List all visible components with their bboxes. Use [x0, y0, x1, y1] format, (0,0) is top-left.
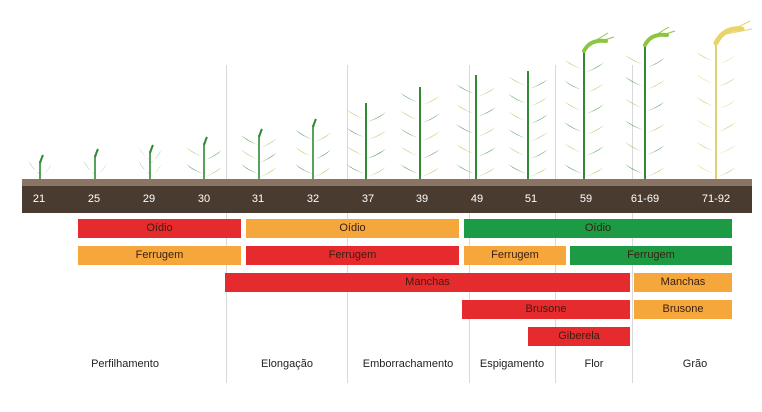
plant-icon: [564, 32, 615, 181]
stage-label: 25: [87, 193, 101, 205]
disease-bar-ferrugem: Ferrugem: [78, 246, 241, 265]
disease-bar-manchas: Manchas: [634, 273, 732, 292]
disease-bar-oidio: Oídio: [246, 219, 459, 238]
disease-bar-brusone: Brusone: [462, 300, 630, 319]
stage-label: 49: [470, 193, 484, 205]
stage-label: 32: [306, 193, 320, 205]
disease-bar-oidio: Oídio: [78, 219, 241, 238]
phase-label: Emborrachamento: [362, 358, 454, 370]
stage-label: 51: [524, 193, 538, 205]
phase-label: Elongação: [261, 358, 313, 370]
phase-label: Espigamento: [479, 358, 545, 370]
plant-icon: [346, 103, 386, 181]
disease-bar-giberela: Giberela: [528, 327, 630, 346]
disease-bar-manchas: Manchas: [225, 273, 630, 292]
phase-label: Flor: [584, 358, 604, 370]
plant-icon: [28, 154, 52, 181]
plant-icon: [625, 26, 676, 181]
disease-bar-ferrugem: Ferrugem: [570, 246, 732, 265]
disease-bar-brusone: Brusone: [634, 300, 732, 319]
stage-label: 29: [142, 193, 156, 205]
disease-bar-ferrugem: Ferrugem: [246, 246, 459, 265]
plant-icon: [696, 20, 753, 181]
plant-icon: [508, 71, 548, 181]
stage-label: 71-92: [701, 193, 731, 205]
stage-label: 31: [251, 193, 265, 205]
disease-bar-oidio: Oídio: [464, 219, 732, 238]
soil-strip: [22, 179, 752, 186]
stage-label: 30: [197, 193, 211, 205]
phase-label: Perfilhamento: [91, 358, 159, 370]
stage-label: 37: [361, 193, 375, 205]
plant-icon: [186, 136, 222, 181]
stage-label: 61-69: [630, 193, 660, 205]
plant-icon: [83, 148, 107, 181]
plant-icon: [241, 128, 277, 181]
stage-label: 21: [32, 193, 46, 205]
plant-icon: [456, 75, 496, 181]
phase-label: Grão: [682, 358, 708, 370]
stage-label: 59: [579, 193, 593, 205]
plant-icon: [295, 118, 331, 181]
plant-icon: [400, 87, 440, 181]
disease-bar-ferrugem: Ferrugem: [464, 246, 566, 265]
growth-stage-bar: [22, 186, 752, 213]
plant-icon: [138, 144, 162, 181]
stage-label: 39: [415, 193, 429, 205]
